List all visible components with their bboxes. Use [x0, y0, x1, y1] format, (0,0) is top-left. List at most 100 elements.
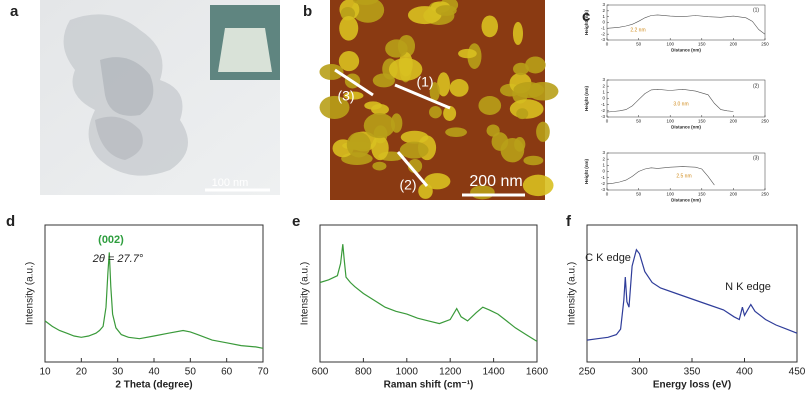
panel-label: f — [566, 213, 572, 230]
afm-grain — [429, 105, 442, 119]
afm-grain — [385, 39, 408, 58]
afm-grain — [319, 63, 344, 80]
scale-bar-label: 200 nm — [469, 173, 522, 190]
x-tick-label: 150 — [698, 42, 706, 47]
plot-frame — [44, 224, 264, 363]
annotation: 2θ = 27.7° — [92, 253, 144, 265]
y-axis-label: Height (nm) — [584, 86, 589, 111]
y-tick-label: -1 — [601, 102, 605, 107]
data-line — [606, 166, 715, 186]
x-axis-label: 2 Theta (degree) — [115, 380, 192, 391]
x-tick-label: 1600 — [526, 367, 549, 378]
x-tick-label: 400 — [736, 367, 753, 378]
afm-grain — [458, 48, 477, 59]
panel-label: c — [582, 8, 590, 25]
afm-marker: (1) — [416, 74, 433, 90]
y-axis-label: Intensity (a.u.) — [567, 262, 578, 325]
data-line — [606, 88, 734, 113]
x-tick-label: 50 — [636, 119, 642, 124]
x-tick-label: 0 — [606, 42, 609, 47]
y-tick-label: -2 — [601, 108, 605, 113]
x-axis-label: Energy loss (eV) — [653, 380, 731, 391]
afm-grain — [437, 72, 450, 97]
afm-image — [319, 0, 559, 200]
x-tick-label: 600 — [312, 367, 329, 378]
y-tick-label: 3 — [602, 150, 605, 155]
afm-grain — [364, 101, 382, 110]
plot-frame — [586, 224, 798, 363]
afm-grain — [512, 21, 524, 46]
x-tick-label: 150 — [698, 119, 706, 124]
afm-grain — [525, 56, 546, 74]
afm-overlay: (1) (2) (3) 200 nm — [334, 68, 525, 197]
y-tick-label: 0 — [602, 169, 605, 174]
panel-label: a — [10, 3, 19, 20]
scale-bar-label: 100 nm — [212, 177, 249, 189]
x-tick-label: 50 — [636, 42, 642, 47]
afm-grain — [343, 91, 364, 100]
data-line — [586, 248, 798, 341]
x-tick-label: 450 — [789, 367, 806, 378]
afm-grain — [536, 121, 550, 142]
afm-grain — [371, 135, 389, 161]
afm-grain — [429, 82, 440, 102]
afm-grain — [513, 82, 545, 98]
afm-grain — [372, 161, 387, 171]
x-tick-label: 1400 — [482, 367, 505, 378]
afm-grain — [424, 173, 451, 190]
afm-grain — [449, 79, 469, 97]
tem-image: 100 nm — [40, 0, 280, 195]
afm-grain — [363, 113, 396, 139]
y-tick-label: -1 — [601, 175, 605, 180]
afm-grain — [516, 108, 529, 120]
data-line — [319, 244, 538, 342]
annotation: (2) — [753, 83, 759, 89]
y-tick-label: 0 — [602, 20, 605, 25]
plot-frame — [319, 224, 538, 363]
x-tick-label: 150 — [698, 192, 706, 197]
afm-grain — [478, 95, 502, 115]
afm-grain — [435, 5, 457, 16]
y-tick-label: -2 — [601, 31, 605, 36]
afm-grain — [352, 0, 378, 5]
x-axis-label: Raman shift (cm⁻¹) — [384, 380, 474, 391]
y-axis-label: Height (nm) — [584, 159, 589, 184]
x-tick-label: 1000 — [396, 367, 419, 378]
x-axis-label: Distance (nm) — [671, 125, 701, 130]
panel-label: d — [6, 213, 15, 230]
x-tick-label: 250 — [761, 192, 769, 197]
afm-grain — [481, 15, 498, 38]
afm-grain — [351, 0, 385, 23]
afm-grain — [445, 127, 467, 138]
x-tick-label: 100 — [666, 119, 674, 124]
data-line — [606, 14, 766, 35]
x-tick-label: 100 — [666, 42, 674, 47]
x-tick-label: 350 — [684, 367, 701, 378]
annotation: 2.5 nm — [676, 173, 691, 179]
afm-grain — [390, 113, 403, 133]
y-tick-label: 1 — [602, 90, 605, 95]
plot-frame — [606, 79, 766, 118]
y-tick-label: 2 — [602, 83, 605, 88]
afm-grain — [346, 132, 371, 158]
annotation: (1) — [753, 7, 759, 13]
x-tick-label: 200 — [730, 192, 738, 197]
afm-grain — [513, 62, 529, 76]
y-tick-label: 1 — [602, 163, 605, 168]
afm-grain — [407, 6, 442, 25]
y-tick-label: 0 — [602, 96, 605, 101]
afm-grain — [399, 141, 429, 159]
annotation: (3) — [753, 155, 759, 161]
afm-grain — [523, 155, 544, 166]
afm-grain — [339, 15, 359, 41]
x-tick-label: 100 — [666, 192, 674, 197]
y-tick-label: 3 — [602, 2, 605, 7]
plot-frame — [606, 152, 766, 191]
x-tick-label: 1200 — [439, 367, 462, 378]
x-tick-label: 50 — [185, 367, 197, 378]
x-tick-label: 300 — [631, 367, 648, 378]
y-tick-label: 3 — [602, 77, 605, 82]
y-axis-label: Height (nm) — [584, 10, 589, 35]
y-tick-label: -3 — [601, 37, 605, 42]
